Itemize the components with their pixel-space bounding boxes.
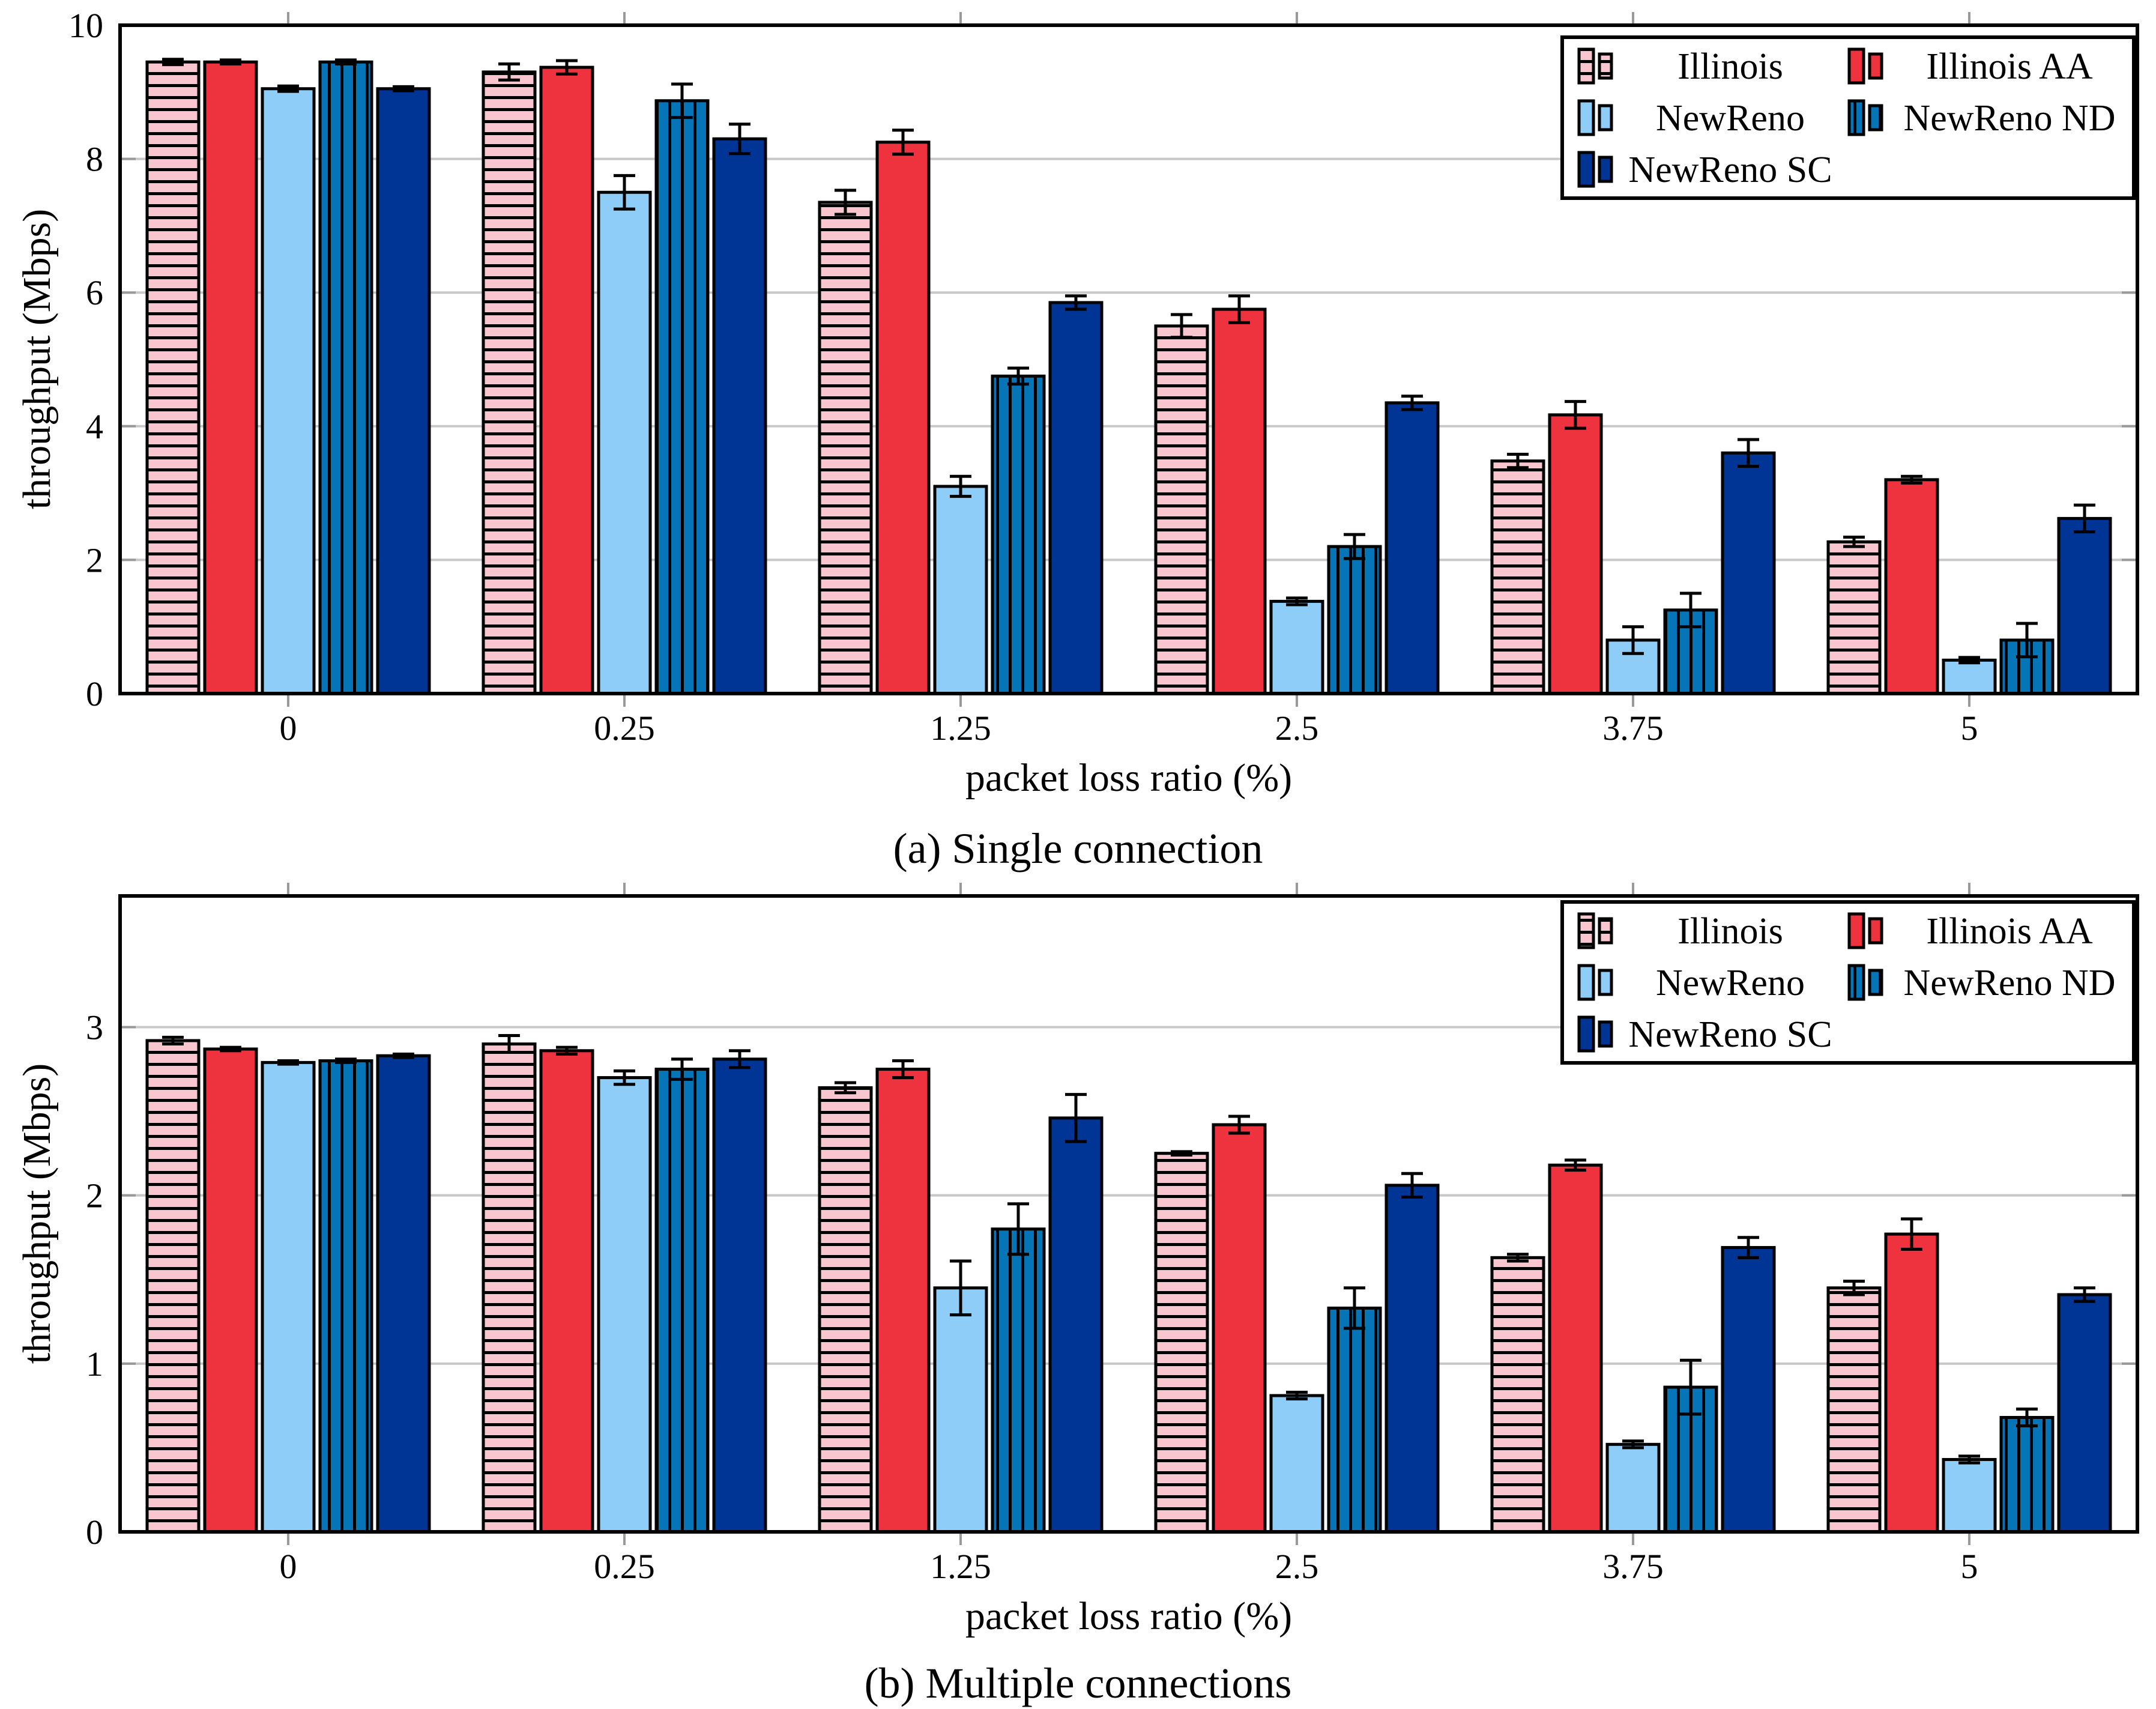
svg-text:6: 6 — [86, 273, 103, 312]
chart-a-xlabel: packet loss ratio (%) — [965, 756, 1293, 800]
svg-text:1: 1 — [86, 1345, 103, 1384]
svg-text:0: 0 — [280, 1547, 297, 1586]
chart-a: 0 0.25 1.25 2.5 3.75 5 0 2 4 6 8 10 Illinois Illinois… — [15, 6, 2139, 873]
svg-text:NewReno SC: NewReno SC — [1628, 1014, 1832, 1055]
chart-b-xlabel: packet loss ratio (%) — [965, 1594, 1293, 1638]
chart-b-canvas: 0 0.25 1.25 2.5 3.75 5 0 1 2 3 Illinois Illinois AA… — [86, 883, 2139, 1586]
svg-text:0: 0 — [86, 674, 103, 713]
svg-text:3: 3 — [86, 1008, 103, 1047]
svg-text:0: 0 — [280, 709, 297, 748]
svg-text:3.75: 3.75 — [1602, 1547, 1664, 1586]
svg-text:1.25: 1.25 — [930, 709, 991, 748]
svg-text:1.25: 1.25 — [930, 1547, 991, 1586]
svg-text:2.5: 2.5 — [1275, 1547, 1319, 1586]
svg-text:Illinois: Illinois — [1677, 46, 1783, 87]
svg-text:8: 8 — [86, 140, 103, 179]
svg-text:2: 2 — [86, 540, 103, 579]
svg-text:NewReno ND: NewReno ND — [1904, 98, 2116, 139]
svg-text:Illinois: Illinois — [1677, 911, 1783, 952]
svg-text:Illinois AA: Illinois AA — [1926, 911, 2093, 952]
svg-text:2.5: 2.5 — [1275, 709, 1319, 748]
svg-text:NewReno ND: NewReno ND — [1904, 963, 2116, 1003]
svg-text:NewReno SC: NewReno SC — [1628, 150, 1832, 190]
svg-text:3.75: 3.75 — [1602, 709, 1664, 748]
chart-a-ylabel: throughput (Mbps) — [15, 208, 59, 510]
svg-text:NewReno: NewReno — [1656, 963, 1805, 1003]
chart-b-caption: (b) Multiple connections — [864, 1659, 1292, 1707]
svg-text:NewReno: NewReno — [1656, 98, 1805, 139]
chart-b: 0 0.25 1.25 2.5 3.75 5 0 1 2 3 Illinois Illinois AA… — [0, 883, 2156, 1709]
svg-text:0.25: 0.25 — [594, 709, 655, 748]
chart-a-caption: (a) Single connection — [893, 824, 1263, 873]
svg-text:Illinois AA: Illinois AA — [1926, 46, 2093, 87]
svg-text:0.25: 0.25 — [594, 1547, 655, 1586]
svg-text:10: 10 — [68, 6, 103, 45]
svg-text:4: 4 — [86, 407, 103, 446]
svg-text:0: 0 — [86, 1513, 103, 1552]
svg-text:5: 5 — [1961, 709, 1978, 748]
chart-b-ylabel: throughput (Mbps) — [15, 1063, 59, 1364]
svg-text:2: 2 — [86, 1176, 103, 1215]
svg-text:5: 5 — [1961, 1547, 1978, 1586]
chart-a-canvas: 0 0.25 1.25 2.5 3.75 5 0 2 4 6 8 10 Illinois Illinois… — [68, 6, 2139, 748]
